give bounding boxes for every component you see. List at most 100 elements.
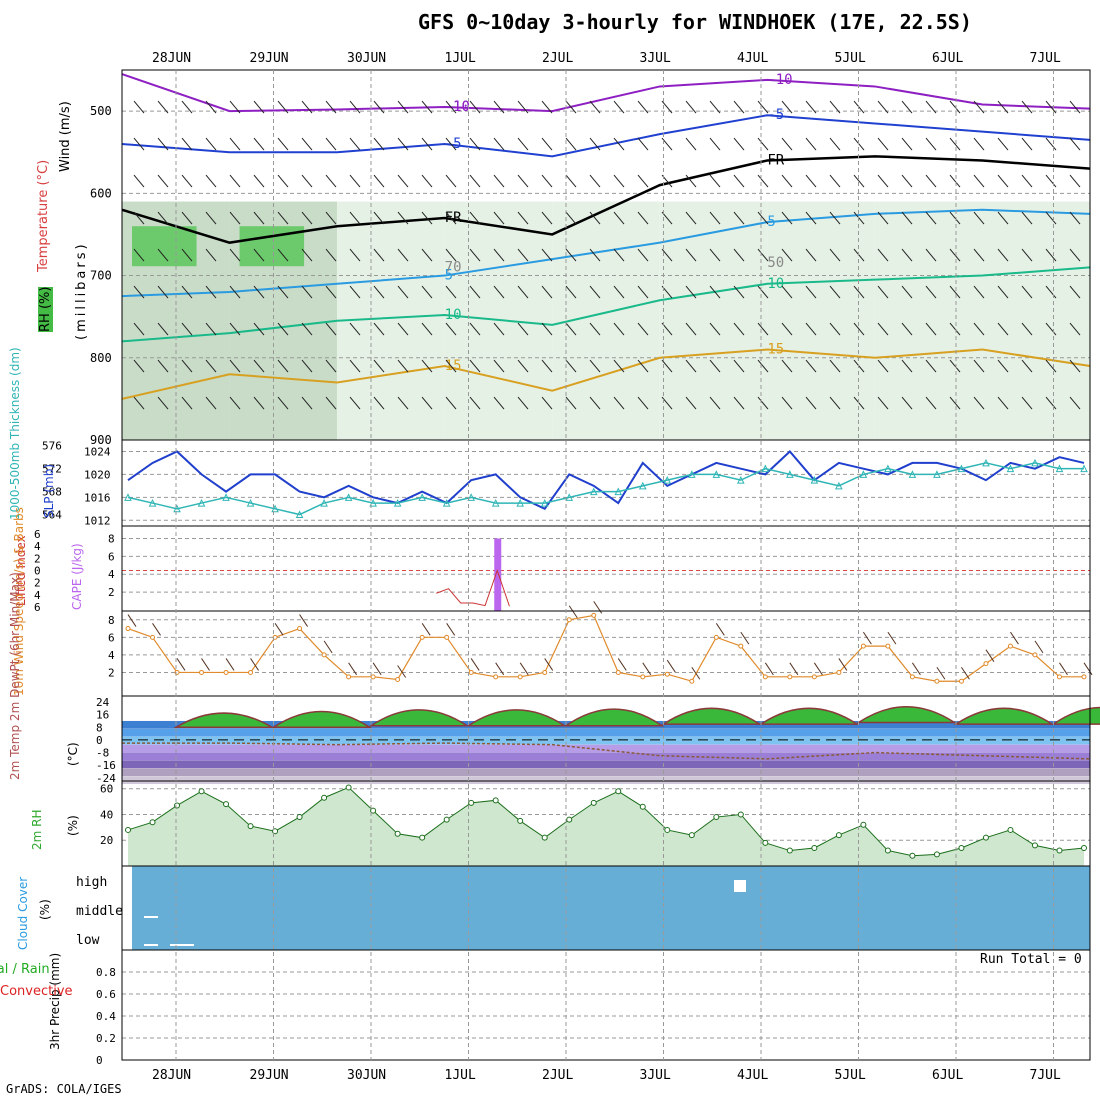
wind10-point-28 <box>811 674 817 680</box>
wind-barb <box>421 211 433 225</box>
wind10-barb-37 <box>1034 640 1044 654</box>
wind-barb <box>229 396 241 410</box>
wind10-barb-36 <box>1010 631 1019 645</box>
cloud-mid-mark <box>144 916 158 918</box>
thickness-marker-6 <box>271 504 279 513</box>
precip-ytick-0.2: 0.2 <box>96 1032 116 1045</box>
rh2m-point-2 <box>174 802 181 809</box>
rh2m-point-16 <box>517 817 524 824</box>
wind-barb <box>229 100 241 114</box>
rh2m-point-11 <box>394 830 401 837</box>
wind-barb <box>493 211 505 225</box>
wind-barb <box>205 100 217 114</box>
rh2m-point-30 <box>860 821 867 828</box>
wind-barb <box>277 359 289 373</box>
wind-barb <box>589 137 601 151</box>
wind-barb <box>349 359 361 373</box>
rh2m-point-10 <box>370 807 377 814</box>
temp-ytick-24: 24 <box>96 696 110 709</box>
temp-ytick-8: 8 <box>96 721 103 734</box>
wind-barb <box>997 322 1009 336</box>
wind10-point-1 <box>150 634 156 640</box>
contour-label-2: -10 <box>445 99 470 115</box>
rh2m-point-31 <box>884 847 891 854</box>
wind-barb <box>445 137 457 151</box>
precip-ytick-0.8: 0.8 <box>96 966 116 979</box>
lifted-line <box>436 568 510 607</box>
wind-barb <box>469 100 481 114</box>
wind-barb <box>805 359 817 373</box>
wind-barb <box>253 322 265 336</box>
cape-ytick-8: 8 <box>108 532 115 545</box>
thickness-marker-24 <box>712 470 721 478</box>
wind-barb <box>205 174 217 188</box>
top-date-label-9: 7JUL <box>1030 51 1061 66</box>
wind-barb <box>397 359 409 373</box>
thickness-marker-23 <box>687 470 696 478</box>
wind10-point-35 <box>983 661 989 667</box>
wind-barb <box>733 174 745 188</box>
wind10-barb-11 <box>397 665 407 678</box>
wind-barb <box>637 396 649 410</box>
contour-label-5: FR <box>767 152 784 168</box>
wind-barb <box>997 211 1009 225</box>
thickness-marker-35 <box>982 458 990 467</box>
upper-ylabel-wind: Wind (m/s) <box>58 101 73 172</box>
wind-barb <box>685 211 697 225</box>
top-date-label-8: 6JUL <box>932 51 963 66</box>
wind-barb <box>325 285 337 299</box>
top-date-label-6: 4JUL <box>737 51 768 66</box>
contour-label-12: 15 <box>445 358 462 374</box>
wind-barb <box>541 137 553 151</box>
wind-barb <box>661 100 673 114</box>
wind-barb <box>637 248 649 262</box>
wind-barb <box>493 248 505 262</box>
wind10-point-33 <box>934 678 940 684</box>
wind-barb <box>493 174 505 188</box>
thickness-marker-29 <box>835 481 843 490</box>
rh2m-point-0 <box>125 826 131 833</box>
top-date-label-1: 29JUN <box>250 51 289 66</box>
wind-barb <box>397 100 409 114</box>
wind-barb <box>397 285 409 299</box>
wind-barb <box>541 359 553 373</box>
wind10-point-26 <box>762 674 768 680</box>
temp-band-2 <box>122 736 1090 745</box>
wind-barb <box>397 137 409 151</box>
wind-barb <box>253 396 265 410</box>
wind10-barb-6 <box>274 623 284 636</box>
wind-barb <box>133 211 145 225</box>
wind-barb <box>565 285 577 299</box>
wind-barb <box>877 285 889 299</box>
thickness-marker-10 <box>369 498 377 507</box>
top-date-label-0: 28JUN <box>152 51 191 66</box>
wind-barb <box>181 285 193 299</box>
wind-barb <box>253 285 265 299</box>
wind-barb <box>517 285 529 299</box>
precip-frame <box>121 949 1091 1061</box>
wind10-barb-21 <box>642 662 652 676</box>
wind-barb <box>373 100 385 114</box>
upper-ylabel-pressure: (millibars) <box>74 241 89 340</box>
wind10-point-39 <box>1081 674 1087 680</box>
isotherm-4 <box>121 266 1091 343</box>
wind-barb <box>133 248 145 262</box>
slp-ytick-1012: 1012 <box>84 514 111 527</box>
thickness-marker-0 <box>124 493 132 501</box>
wind-barb <box>1021 211 1033 225</box>
wind-barb <box>997 396 1009 410</box>
thickness-marker-14 <box>467 493 475 501</box>
wind-barb <box>973 137 985 151</box>
wind-barb <box>877 211 889 225</box>
cape-ytick-6: 6 <box>108 550 115 563</box>
wind-barb <box>253 359 265 373</box>
wind10-point-10 <box>370 674 376 680</box>
upper-ylabel-temp: Temperature (°C) <box>36 159 51 272</box>
wind-barb <box>253 174 265 188</box>
wind-barb <box>685 359 697 373</box>
wind-barb <box>901 137 913 151</box>
wind-barb <box>589 248 601 262</box>
wind10-ytick-8: 8 <box>108 614 115 627</box>
wind-barb <box>1069 322 1081 336</box>
temp-hump-9 <box>1051 706 1100 725</box>
